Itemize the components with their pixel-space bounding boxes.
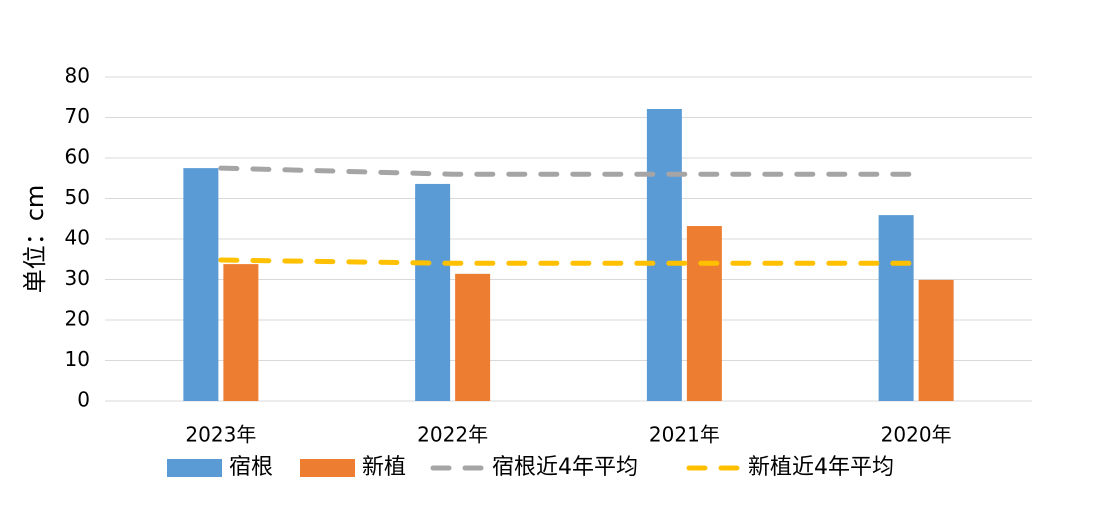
x-tick-label: 2020年 — [881, 423, 952, 447]
legend-label: 宿根近4年平均 — [492, 455, 638, 480]
legend-label: 宿根 — [229, 455, 273, 480]
legend-label: 新植 — [362, 455, 406, 480]
legend-label: 新植近4年平均 — [748, 455, 894, 480]
x-tick-label: 2021年 — [649, 423, 720, 447]
y-tick-label: 30 — [65, 266, 90, 290]
y-tick-label: 40 — [65, 226, 90, 250]
bar — [223, 264, 259, 401]
y-tick-label: 70 — [65, 104, 90, 128]
bar — [686, 226, 722, 401]
bar — [415, 183, 451, 401]
bar — [183, 168, 219, 401]
bar — [918, 279, 954, 401]
y-tick-label: 50 — [65, 185, 90, 209]
bar — [455, 273, 491, 401]
y-tick-label: 60 — [65, 145, 90, 169]
y-tick-label: 10 — [65, 347, 90, 371]
average-line — [218, 165, 919, 177]
y-tick-label: 0 — [77, 388, 90, 412]
x-tick-label: 2022年 — [417, 423, 488, 447]
average-line — [218, 257, 919, 266]
y-tick-label: 80 — [65, 64, 90, 88]
legend-swatch — [167, 459, 222, 477]
legend-swatch — [300, 459, 355, 477]
y-tick-label: 20 — [65, 307, 90, 331]
y-axis-label: 单位：cm — [21, 185, 49, 294]
bar — [878, 215, 914, 401]
x-tick-label: 2023年 — [185, 423, 256, 447]
bar — [646, 108, 682, 402]
